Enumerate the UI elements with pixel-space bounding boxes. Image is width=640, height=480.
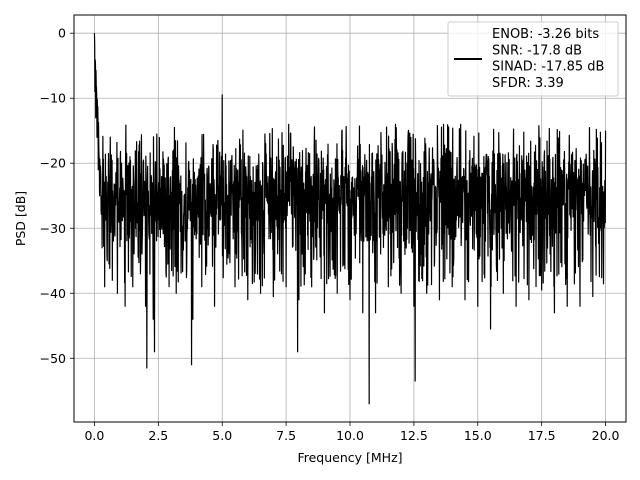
y-tick-label: −30 <box>40 221 66 236</box>
x-tick-label: 17.5 <box>528 428 556 443</box>
x-tick-label: 12.5 <box>400 428 428 443</box>
x-tick-label: 7.5 <box>276 428 296 443</box>
y-tick-label: −50 <box>40 351 66 366</box>
x-axis-ticks: 0.0 2.5 5.0 7.5 10.0 12.5 15.0 17.5 20.0 <box>84 422 620 443</box>
y-axis-label: PSD [dB] <box>13 191 28 246</box>
legend-snr: SNR: -17.8 dB <box>492 43 582 58</box>
legend-sfdr: SFDR: 3.39 <box>492 76 564 91</box>
x-tick-label: 0.0 <box>84 428 104 443</box>
x-tick-label: 10.0 <box>336 428 364 443</box>
y-axis-ticks: 0 −10 −20 −30 −40 −50 <box>40 26 74 366</box>
psd-series-line <box>93 33 607 405</box>
legend-sinad: SINAD: -17.85 dB <box>492 60 604 75</box>
x-tick-label: 20.0 <box>592 428 620 443</box>
y-tick-label: −40 <box>40 286 66 301</box>
legend-enob: ENOB: -3.26 bits <box>492 27 599 42</box>
legend: ENOB: -3.26 bits SNR: -17.8 dB SINAD: -1… <box>447 21 619 97</box>
legend-box <box>447 21 619 97</box>
x-tick-label: 2.5 <box>148 428 168 443</box>
y-tick-label: 0 <box>58 26 66 41</box>
series-layer <box>93 33 607 405</box>
y-tick-label: −10 <box>40 91 66 106</box>
x-tick-label: 15.0 <box>464 428 492 443</box>
y-tick-label: −20 <box>40 156 66 171</box>
x-tick-label: 5.0 <box>212 428 232 443</box>
x-axis-label: Frequency [MHz] <box>297 450 402 465</box>
